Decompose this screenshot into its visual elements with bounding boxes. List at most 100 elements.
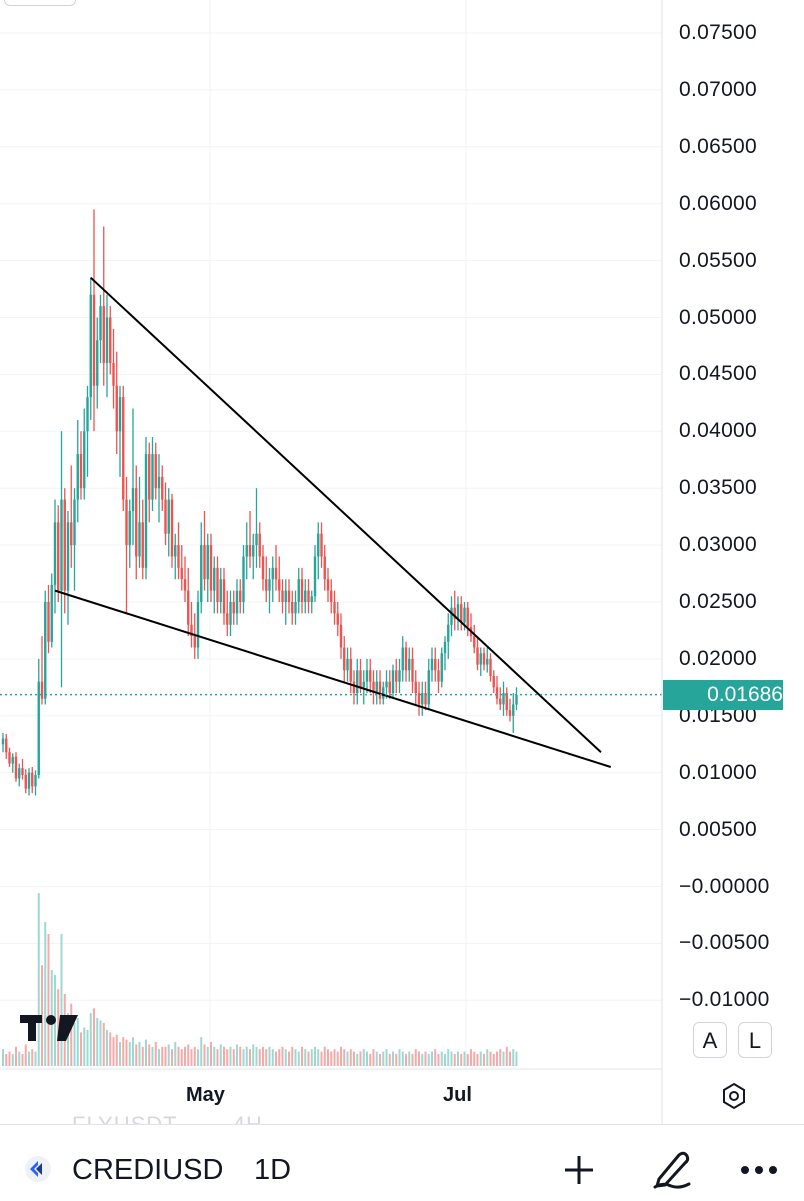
volume-bar xyxy=(408,1051,411,1066)
candle xyxy=(424,681,427,711)
plus-icon[interactable] xyxy=(562,1153,596,1187)
candle xyxy=(427,658,430,711)
candle xyxy=(27,768,31,796)
volume-bar xyxy=(122,1037,125,1066)
volume-bar xyxy=(375,1051,378,1066)
candle xyxy=(50,573,53,648)
volume-bar xyxy=(158,1049,160,1066)
candle xyxy=(382,681,385,705)
candle xyxy=(31,767,34,794)
candle xyxy=(99,294,102,364)
volume-bar xyxy=(502,1051,505,1066)
candle xyxy=(411,647,414,694)
volume-bar xyxy=(336,1051,339,1066)
trendline-lower[interactable] xyxy=(54,589,612,768)
symbol-name[interactable]: CREDIUSD xyxy=(72,1154,224,1186)
volume-bar xyxy=(512,1049,515,1066)
candles xyxy=(1,209,518,796)
candle xyxy=(229,590,232,637)
volume-bar xyxy=(509,1051,511,1066)
time-tick-may: May xyxy=(186,1084,225,1106)
candle xyxy=(96,317,99,409)
volume-bar xyxy=(392,1051,394,1066)
candle xyxy=(138,476,141,568)
interval-selector[interactable]: 1D xyxy=(254,1154,292,1186)
candle xyxy=(128,499,131,568)
volume-bar xyxy=(346,1051,349,1066)
candle xyxy=(287,579,291,614)
volume-bar xyxy=(288,1051,290,1066)
bottom-toolbar xyxy=(0,1124,804,1201)
volume-bar xyxy=(184,1046,186,1066)
candle xyxy=(232,590,235,625)
candle xyxy=(294,590,297,625)
volume-bar xyxy=(28,1051,30,1066)
volume-bar xyxy=(125,1039,128,1066)
candle xyxy=(479,647,482,676)
volume-bar xyxy=(115,1034,118,1066)
candle xyxy=(401,636,404,682)
volume-bar xyxy=(418,1051,420,1066)
volume-bar xyxy=(57,989,60,1066)
volume-bar xyxy=(31,1049,34,1066)
volume-bar xyxy=(281,1046,284,1066)
volume-bar xyxy=(197,1049,199,1066)
log-scale-button[interactable]: L xyxy=(738,1022,772,1058)
candle xyxy=(378,670,382,705)
candle xyxy=(346,647,349,682)
volume-bar xyxy=(177,1046,180,1066)
volume-bar xyxy=(470,1049,472,1066)
volume-bar xyxy=(385,1049,388,1066)
candle xyxy=(180,545,183,591)
candle xyxy=(430,647,434,682)
candle xyxy=(495,675,499,705)
candle xyxy=(167,488,170,557)
candle xyxy=(486,647,489,673)
volume-bar xyxy=(223,1046,225,1066)
volume-bar xyxy=(232,1049,235,1066)
candle xyxy=(60,431,63,688)
volume-bar xyxy=(275,1051,277,1066)
volume-bar xyxy=(5,1054,8,1066)
volume-bar xyxy=(421,1054,424,1066)
price-tick-label: 0.05000 xyxy=(679,305,758,329)
volume-bar xyxy=(330,1051,333,1066)
price-tick-label: −0.00000 xyxy=(679,874,770,898)
volume-bar xyxy=(414,1049,417,1066)
candle xyxy=(24,769,27,794)
volume-bar xyxy=(317,1049,320,1066)
price-tick-label: 0.04000 xyxy=(679,419,758,443)
candle xyxy=(112,328,115,409)
volume-bar xyxy=(437,1054,440,1066)
pen-icon[interactable] xyxy=(651,1149,693,1189)
volume-bar xyxy=(382,1051,385,1066)
top-toolbar-button[interactable] xyxy=(4,0,76,6)
candle xyxy=(73,488,76,591)
auto-scale-button[interactable]: A xyxy=(693,1022,727,1058)
candle xyxy=(453,590,456,631)
crypto-symbol-icon[interactable] xyxy=(24,1155,52,1183)
trendline-upper[interactable] xyxy=(90,276,602,753)
price-tick-label: 0.00500 xyxy=(679,817,758,841)
candle xyxy=(34,770,37,796)
volume-bar xyxy=(395,1054,398,1066)
candle xyxy=(245,522,248,580)
price-tick-label: −0.00500 xyxy=(679,931,770,955)
time-tick-jul: Jul xyxy=(443,1084,472,1106)
volume-bar xyxy=(411,1054,414,1066)
more-horizontal-icon[interactable] xyxy=(739,1160,779,1180)
candle xyxy=(255,488,258,568)
volume-bar xyxy=(278,1049,281,1066)
volume-bar xyxy=(203,1044,206,1066)
price-tick-label: 0.02500 xyxy=(679,590,758,613)
candle xyxy=(66,510,70,625)
candle xyxy=(317,522,320,580)
price-tick-label: −0.01000 xyxy=(679,988,770,1012)
candle xyxy=(326,567,330,602)
volume-bar xyxy=(187,1044,190,1066)
volume-bar xyxy=(505,1046,508,1066)
candle xyxy=(86,385,89,477)
settings-hexagon-icon[interactable] xyxy=(719,1081,749,1111)
candle xyxy=(320,522,323,568)
